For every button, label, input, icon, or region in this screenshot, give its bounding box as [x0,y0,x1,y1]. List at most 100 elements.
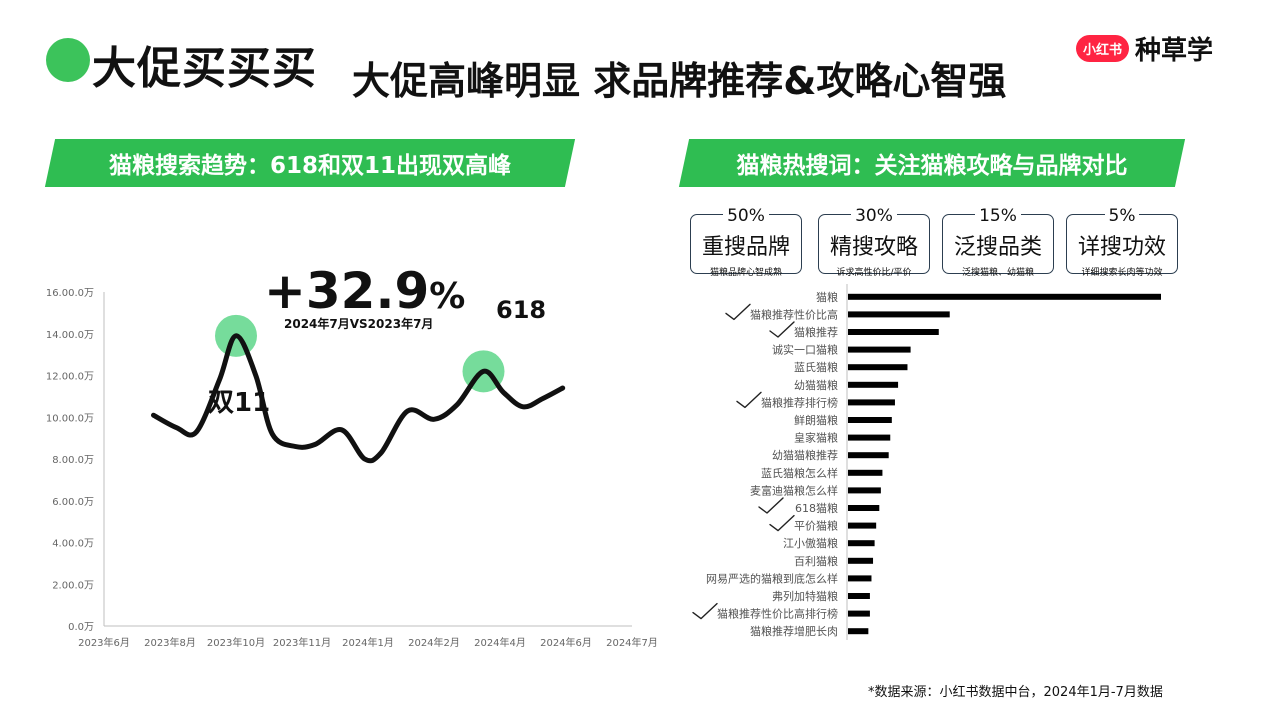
x-tick-label: 2024年2月 [408,636,460,649]
bar [848,575,872,582]
bar [848,329,939,335]
left-banner-text: 猫粮搜索趋势：618和双11出现双高峰 [108,153,512,179]
check-mark-icon [692,602,718,620]
trend-line [151,333,566,464]
bar-category-label: 鲜朗猫粮 [794,413,838,427]
bar [848,487,881,494]
check-mark-icon [758,497,784,514]
bar-category-label: 猫粮 [816,290,838,304]
bar-category-label: 蓝氏猫粮 [794,360,838,374]
bar [848,610,870,617]
peak-label-618: 618 [496,296,547,324]
brand-logo: 小红书 种草学 [1076,34,1213,66]
bar [848,311,950,318]
keyword-group-pct: 50% [723,206,769,226]
bar-category-label: 麦富迪猫粮怎么样 [750,483,838,497]
bar-category-label: 蓝氏猫粮怎么样 [761,466,838,480]
bar-category-label: 诚实一口猫粮 [772,343,838,357]
keyword-group-desc: 详细搜索长肉等功效 [1081,268,1163,278]
growth-unit: % [429,276,466,317]
growth-figure: +32.9% [264,262,465,320]
check-mark-icon [736,391,762,409]
right-section-banner: 猫粮热搜词：关注猫粮攻略与品牌对比 [678,139,1186,187]
bar-category-label: 猫粮推荐性价比高 [750,307,838,321]
logo-badge: 小红书 [1076,34,1130,62]
bar [848,557,874,564]
keyword-group-title: 泛搜品类 [953,235,1042,260]
y-tick-label: 10.00.0万 [46,413,94,424]
y-tick-label: 12.00.0万 [46,372,94,383]
keyword-group-desc: 猫粮品牌心智成熟 [709,268,782,278]
keyword-group-title: 详搜功效 [1077,235,1166,260]
bar [848,540,875,547]
y-tick-label: 0.0万 [68,622,94,633]
peak-label-1111: 双11 [208,388,271,418]
check-mark-icon [725,303,751,321]
bar-category-label: 网易严选的猫粮到底怎么样 [706,571,838,585]
keyword-group-brand: 50% 重搜品牌 猫粮品牌心智成熟 [690,206,802,278]
keyword-group-pct: 30% [851,206,897,226]
bar [848,364,908,371]
keyword-group-desc: 诉求高性价比/平价 [836,268,912,278]
bar-category-label: 幼猫猫粮推荐 [772,448,838,462]
bar [848,505,880,511]
bar [848,452,889,459]
keyword-group-pct: 5% [1104,206,1140,226]
bar [848,469,883,476]
x-tick-label: 2023年10月 [207,636,265,649]
growth-note: 2024年7月VS2023年7月 [284,317,434,331]
bar [848,628,869,635]
check-mark-icon [769,321,795,338]
x-tick-label: 2023年11月 [273,636,331,649]
bar [848,417,892,423]
y-tick-label: 4.00.0万 [52,539,94,550]
y-tick-label: 16.00.0万 [46,288,94,299]
keyword-group-title: 重搜品牌 [701,235,790,260]
keyword-group-category: 15% 泛搜品类 泛搜猫粮、幼猫粮 [942,206,1054,278]
bar-category-label: 猫粮推荐 [794,325,838,339]
keyword-group-pct: 15% [975,206,1021,226]
keyword-group-title: 精搜攻略 [829,235,918,260]
green-dot-icon [46,38,90,82]
keyword-group-desc: 泛搜猫粮、幼猫粮 [961,268,1034,278]
x-tick-label: 2023年8月 [144,636,196,649]
page-title: 大促买买买 [92,43,317,94]
y-tick-label: 2.00.0万 [52,580,94,591]
y-tick-label: 6.00.0万 [52,497,94,508]
keyword-group-guide: 30% 精搜攻略 诉求高性价比/平价 [818,206,930,278]
right-banner-text: 猫粮热搜词：关注猫粮攻略与品牌对比 [736,153,1128,179]
bar [848,381,899,388]
hot-search-bar-chart: 猫粮猫粮推荐性价比高猫粮推荐诚实一口猫粮蓝氏猫粮幼猫猫粮猫粮推荐排行榜鲜朗猫粮皇… [692,284,1161,640]
y-tick-label: 14.00.0万 [46,330,94,341]
page-subtitle: 大促高峰明显 求品牌推荐&攻略心智强 [352,59,1007,103]
keyword-group-efficacy: 5% 详搜功效 详细搜索长肉等功效 [1066,206,1178,278]
x-tick-label: 2023年6月 [78,636,130,649]
x-tick-label: 2024年1月 [342,636,394,649]
check-mark-icon [769,514,795,532]
bar [848,293,1161,300]
bar-category-label: 弗列加特猫粮 [772,589,838,603]
data-source-note: *数据来源：小红书数据中台，2024年1月-7月数据 [868,685,1163,700]
logo-text: 种草学 [1135,35,1214,66]
x-tick-label: 2024年6月 [540,636,592,649]
bar-category-label: 猫粮推荐排行榜 [761,395,838,409]
bar [848,593,870,599]
bar-category-label: 618猫粮 [795,501,838,515]
bar [848,434,891,441]
bar [848,399,895,406]
bar [848,346,911,353]
bar-category-label: 平价猫粮 [794,519,838,533]
bar-category-label: 百利猫粮 [794,554,838,568]
bar-category-label: 猫粮推荐增肥长肉 [750,624,838,638]
bar [848,522,877,529]
bar-category-label: 幼猫猫粮 [794,378,838,392]
bar-category-label: 猫粮推荐性价比高排行榜 [717,607,838,621]
x-tick-label: 2024年4月 [474,636,526,649]
left-section-banner: 猫粮搜索趋势：618和双11出现双高峰 [44,139,576,187]
growth-value: +32.9 [264,262,430,320]
bar-category-label: 皇家猫粮 [794,431,838,445]
bar-category-label: 江小傲猫粮 [783,536,838,550]
search-trend-line-chart: 0.0万 2.00.0万 4.00.0万 6.00.0万 8.00.0万 10.00.0万… [46,288,658,649]
y-tick-label: 8.00.0万 [52,455,94,466]
